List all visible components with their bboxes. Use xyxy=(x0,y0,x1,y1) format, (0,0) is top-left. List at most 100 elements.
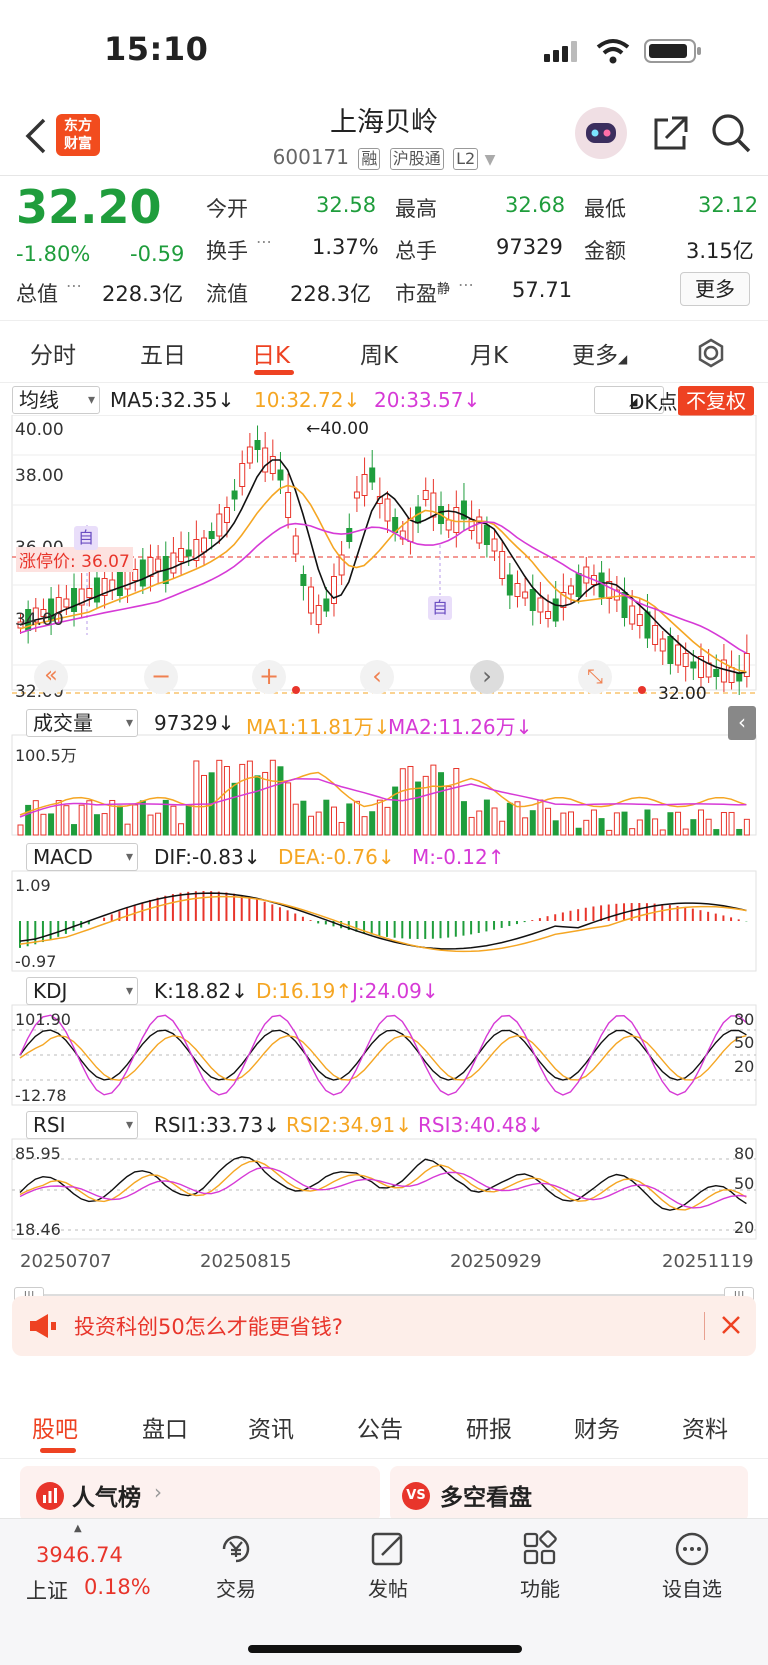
tab-profile[interactable]: 资料 xyxy=(682,1417,728,1443)
rsi-row: RSI RSI1:33.73↓ RSI2:34.91↓ RSI3:40.48↓ xyxy=(0,1111,768,1141)
volume-bar xyxy=(652,818,659,836)
volume-row: 成交量 97329↓ MA1:11.81万↓ MA2:11.26万↓ xyxy=(0,709,768,739)
candle-body xyxy=(308,586,315,614)
tab-research[interactable]: 研报 xyxy=(466,1417,512,1443)
kline-chart-area[interactable] xyxy=(0,415,768,1255)
chevron-down-icon[interactable]: ▼ xyxy=(484,152,496,168)
tab-more[interactable]: 更多◢ xyxy=(572,343,628,369)
no-adjust-button[interactable]: 不复权 xyxy=(678,386,754,416)
long-short-card[interactable]: VS 多空看盘 xyxy=(390,1466,748,1522)
info-icon[interactable]: ⋯ xyxy=(256,232,272,251)
high-value: 32.68 xyxy=(505,193,566,217)
candle-body xyxy=(353,491,360,499)
volume-bar xyxy=(392,786,399,836)
volume-selector[interactable]: 成交量 xyxy=(26,709,138,737)
collapse-panel-icon[interactable]: ‹ xyxy=(728,706,756,740)
back-icon[interactable] xyxy=(22,116,52,156)
volume-bar xyxy=(514,801,521,836)
volume-bar xyxy=(491,807,498,836)
active-tab-indicator xyxy=(254,370,294,375)
tab-pankou[interactable]: 盘口 xyxy=(142,1417,188,1443)
volume-bar xyxy=(720,812,727,836)
trade-button[interactable]: 交易 xyxy=(186,1529,286,1602)
candle-body xyxy=(659,638,666,652)
volume-bar xyxy=(506,802,513,836)
macd-dif: DIF:-0.83↓ xyxy=(154,845,261,869)
tab-daily-k[interactable]: 日K xyxy=(252,343,291,369)
volume-bar xyxy=(613,812,620,836)
volume-bar xyxy=(598,818,605,836)
tab-5day[interactable]: 五日 xyxy=(140,343,186,369)
panel-frame xyxy=(11,870,757,972)
candle-body xyxy=(338,554,345,576)
volume-bar xyxy=(399,768,406,836)
tab-news[interactable]: 资讯 xyxy=(248,1417,294,1443)
max-price-label: ←40.00 xyxy=(306,419,369,439)
volume-bar xyxy=(460,801,467,836)
step-left-button[interactable]: ‹ xyxy=(360,660,394,694)
candle-body xyxy=(629,605,636,625)
share-icon[interactable] xyxy=(650,114,690,154)
ma20-line xyxy=(19,521,747,654)
index-change: 0.18% xyxy=(84,1575,151,1599)
tab-finance[interactable]: 财务 xyxy=(574,1417,620,1443)
volume-bar xyxy=(522,817,529,836)
scroll-left-fast-button[interactable]: « xyxy=(34,660,68,694)
popularity-card[interactable]: 人气榜 › xyxy=(20,1466,380,1522)
kdj-d: D:16.19↑ xyxy=(256,979,353,1003)
volume-bar xyxy=(590,809,597,836)
chevron-up-icon: ▲ xyxy=(74,1523,82,1534)
candle-body xyxy=(430,492,437,518)
robot-avatar-icon[interactable] xyxy=(574,106,628,160)
candle-body xyxy=(346,528,353,542)
rsi-top-label: 85.95 xyxy=(15,1144,61,1163)
volume-bar xyxy=(583,819,590,836)
info-icon[interactable]: ⋯ xyxy=(458,275,474,294)
more-button[interactable]: 更多 xyxy=(680,272,750,306)
volume-bar xyxy=(430,764,437,836)
fullscreen-button[interactable]: ⤡ xyxy=(578,660,612,694)
tab-guba[interactable]: 股吧 xyxy=(32,1417,78,1443)
turnover-value: 1.37% xyxy=(312,235,379,259)
functions-button[interactable]: 功能 xyxy=(490,1529,590,1602)
candle-body xyxy=(652,625,659,645)
zoom-in-button[interactable]: + xyxy=(252,660,286,694)
promo-banner[interactable]: 投资科创50怎么才能更省钱? xyxy=(12,1296,756,1356)
candle-body xyxy=(460,500,467,520)
volume-bar xyxy=(468,816,475,836)
kdj-selector[interactable]: KDJ xyxy=(26,977,138,1005)
zoom-out-button[interactable]: − xyxy=(144,660,178,694)
candle-body xyxy=(407,518,414,542)
candle-body xyxy=(361,474,368,496)
post-button[interactable]: 发帖 xyxy=(338,1529,438,1602)
volume-bar xyxy=(415,781,422,836)
tag-margin: 融 xyxy=(358,148,381,170)
tab-minute[interactable]: 分时 xyxy=(30,343,76,369)
close-icon[interactable] xyxy=(718,1312,744,1338)
volume-ma2: MA2:11.26万↓ xyxy=(388,715,533,739)
tab-announcements[interactable]: 公告 xyxy=(357,1417,403,1443)
volume-bar xyxy=(71,824,78,836)
tab-monthly-k[interactable]: 月K xyxy=(470,343,509,369)
ma-selector[interactable]: 均线 xyxy=(12,386,100,414)
search-icon[interactable] xyxy=(710,112,752,154)
step-right-button[interactable]: › xyxy=(470,660,504,694)
volume-bar xyxy=(483,799,490,836)
volume-value: 97329↓ xyxy=(154,711,235,735)
kdj-k: K:18.82↓ xyxy=(154,979,248,1003)
ma20-value: 20:33.57↓ xyxy=(374,388,481,412)
index-value: 3946.74 xyxy=(36,1543,123,1567)
high-label: 最高 xyxy=(395,197,437,221)
rsi-2: RSI2:34.91↓ xyxy=(286,1113,412,1137)
chevron-right-icon: › xyxy=(154,1480,162,1504)
macd-selector[interactable]: MACD xyxy=(26,843,138,871)
settings-icon[interactable] xyxy=(696,338,726,368)
add-watchlist-button[interactable]: 设自选 xyxy=(642,1529,742,1602)
candle-body xyxy=(170,552,177,574)
dk-point-selector[interactable]: DK点 ◢ xyxy=(594,386,678,414)
bottom-toolbar: ▲ 3946.74 上证 0.18% 交易 发帖 功能 设自选 xyxy=(0,1518,768,1665)
rsi-selector[interactable]: RSI xyxy=(26,1111,138,1139)
macd-row: MACD DIF:-0.83↓ DEA:-0.76↓ M:-0.12↑ xyxy=(0,843,768,873)
tab-weekly-k[interactable]: 周K xyxy=(360,343,399,369)
info-icon[interactable]: ⋯ xyxy=(66,276,82,295)
